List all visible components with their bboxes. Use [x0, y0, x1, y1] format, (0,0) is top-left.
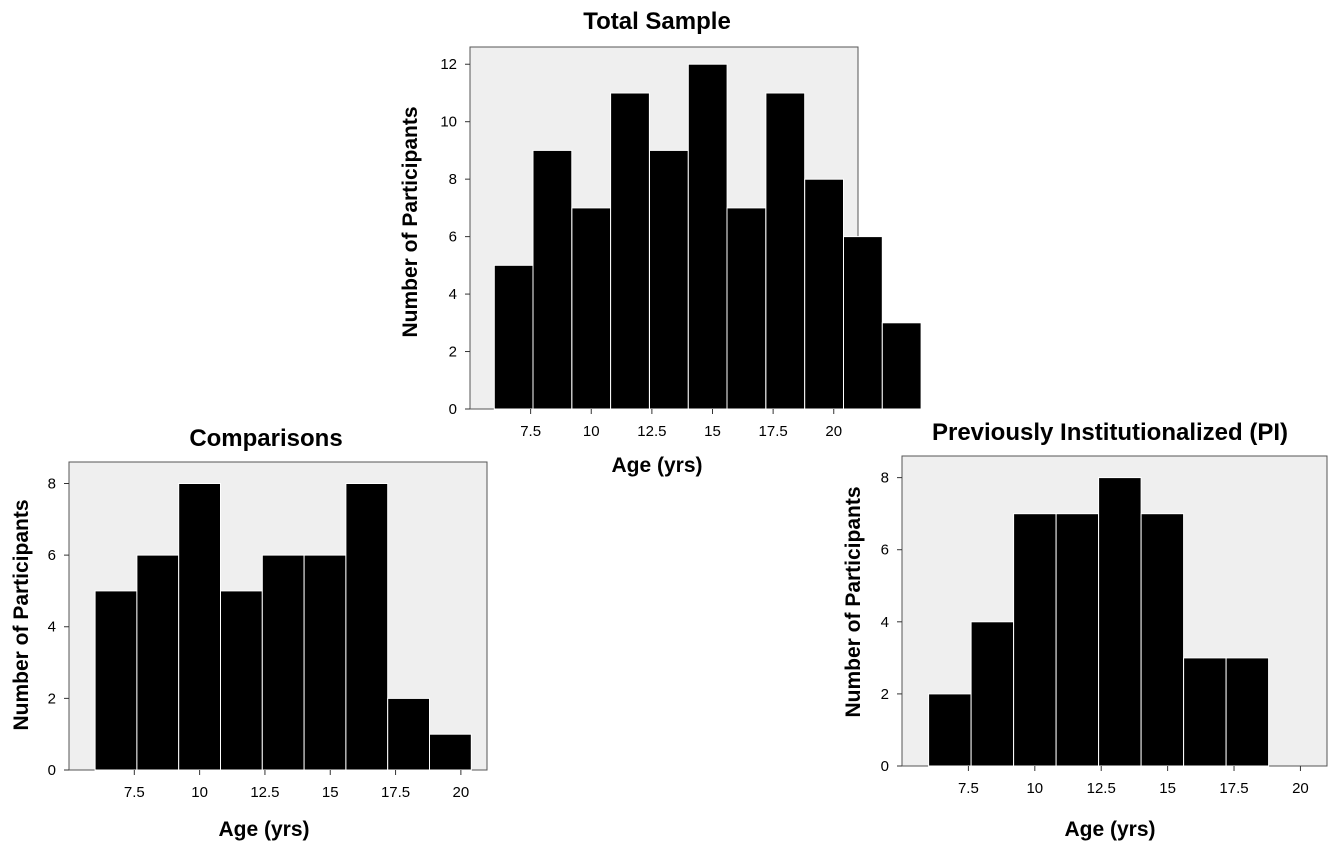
y-tick-label: 8 — [881, 470, 889, 487]
histogram-bar — [970, 621, 1015, 767]
x-tick-label: 20 — [453, 784, 470, 801]
histogram-bar — [571, 207, 612, 410]
y-tick-label: 0 — [48, 762, 56, 779]
histogram-bar — [1055, 513, 1100, 767]
y-axis-label-comparisons: Number of Participants — [10, 499, 33, 730]
histogram-bar — [220, 590, 263, 771]
y-tick-label: 8 — [449, 171, 457, 188]
x-tick-label: 12.5 — [250, 784, 279, 801]
chart-previously-institutionalized: Previously Institutionalized (PI) 7.5 10 1… — [842, 419, 1328, 841]
x-axis-ticks-comparisons: 7.5 10 12.5 15 17.5 20 — [124, 770, 469, 801]
histogram-bar — [1183, 657, 1227, 767]
y-tick-label: 6 — [48, 547, 56, 564]
y-axis-label-total-sample: Number of Participants — [399, 106, 422, 337]
histogram-bar — [1098, 477, 1142, 767]
bars-previously-institutionalized — [928, 477, 1270, 767]
x-tick-label: 15 — [1159, 780, 1176, 797]
histogram-bar — [610, 92, 650, 410]
histogram-bar — [649, 149, 689, 410]
x-tick-label: 15 — [704, 423, 721, 440]
y-tick-label: 2 — [48, 690, 56, 707]
x-tick-label: 12.5 — [637, 423, 666, 440]
bars-total-sample — [493, 63, 922, 410]
x-tick-label: 20 — [825, 423, 842, 440]
histogram-bar — [178, 483, 221, 771]
histogram-bar — [94, 590, 138, 771]
histogram-bar — [493, 264, 534, 410]
histogram-bar — [1013, 513, 1057, 767]
x-tick-label: 10 — [1026, 780, 1043, 797]
x-tick-label: 12.5 — [1087, 780, 1116, 797]
y-axis-ticks-comparisons: 0 2 4 6 8 — [48, 475, 69, 779]
x-tick-label: 7.5 — [124, 784, 145, 801]
histogram-bar — [928, 693, 972, 767]
y-tick-label: 2 — [449, 344, 457, 361]
histogram-bar — [303, 554, 347, 771]
chart-title-previously-institutionalized: Previously Institutionalized (PI) — [932, 419, 1288, 446]
y-tick-label: 0 — [449, 401, 457, 418]
histogram-bar — [1140, 513, 1185, 767]
histogram-bar — [726, 207, 767, 410]
x-tick-label: 17.5 — [1219, 780, 1248, 797]
y-tick-label: 2 — [881, 686, 889, 703]
histogram-bar — [1225, 657, 1270, 767]
x-axis-ticks-previously-institutionalized: 7.5 10 12.5 15 17.5 20 — [958, 766, 1309, 797]
y-tick-label: 8 — [48, 475, 56, 492]
x-tick-label: 17.5 — [381, 784, 410, 801]
x-tick-label: 10 — [191, 784, 208, 801]
y-tick-label: 0 — [881, 758, 889, 775]
chart-title-comparisons: Comparisons — [189, 425, 342, 452]
histogram-bar — [532, 149, 573, 410]
x-tick-label: 7.5 — [520, 423, 541, 440]
y-tick-label: 6 — [449, 229, 457, 246]
y-tick-label: 4 — [881, 614, 889, 631]
histogram-bar — [261, 554, 305, 771]
x-axis-label-total-sample: Age (yrs) — [611, 454, 702, 477]
histogram-bar — [804, 178, 845, 410]
x-axis-label-comparisons: Age (yrs) — [218, 818, 309, 841]
x-axis-ticks-total-sample: 7.5 10 12.5 15 17.5 20 — [520, 409, 842, 440]
histogram-bar — [136, 554, 180, 771]
histogram-bar — [387, 697, 431, 771]
y-tick-label: 10 — [440, 114, 457, 131]
y-tick-label: 6 — [881, 542, 889, 559]
x-tick-label: 10 — [583, 423, 600, 440]
y-tick-label: 4 — [48, 619, 56, 636]
histogram-bar — [687, 63, 728, 410]
y-axis-label-previously-institutionalized: Number of Participants — [842, 486, 865, 717]
y-tick-label: 12 — [440, 56, 457, 73]
y-axis-ticks-previously-institutionalized: 0 2 4 6 8 — [881, 470, 902, 775]
y-tick-label: 4 — [449, 286, 457, 303]
x-tick-label: 7.5 — [958, 780, 979, 797]
x-axis-label-previously-institutionalized: Age (yrs) — [1064, 818, 1155, 841]
bars-comparisons — [94, 483, 472, 771]
histogram-bar — [843, 236, 883, 410]
x-tick-label: 15 — [322, 784, 339, 801]
histogram-bar — [429, 733, 472, 771]
y-axis-ticks-total-sample: 0 2 4 6 8 10 12 — [440, 56, 470, 418]
chart-title-total-sample: Total Sample — [583, 8, 731, 35]
chart-comparisons: Comparisons 7.5 10 12.5 15 17.5 20 0 2 4 6 8 Age … — [10, 425, 488, 841]
x-tick-label: 20 — [1292, 780, 1309, 797]
histogram-bar — [765, 92, 806, 410]
histogram-bar — [881, 322, 922, 410]
histogram-bar — [345, 483, 389, 771]
x-tick-label: 17.5 — [759, 423, 788, 440]
chart-total-sample: Total Sample 7.5 10 12.5 15 17.5 20 0 2 4 6 8 10 12… — [399, 8, 922, 477]
